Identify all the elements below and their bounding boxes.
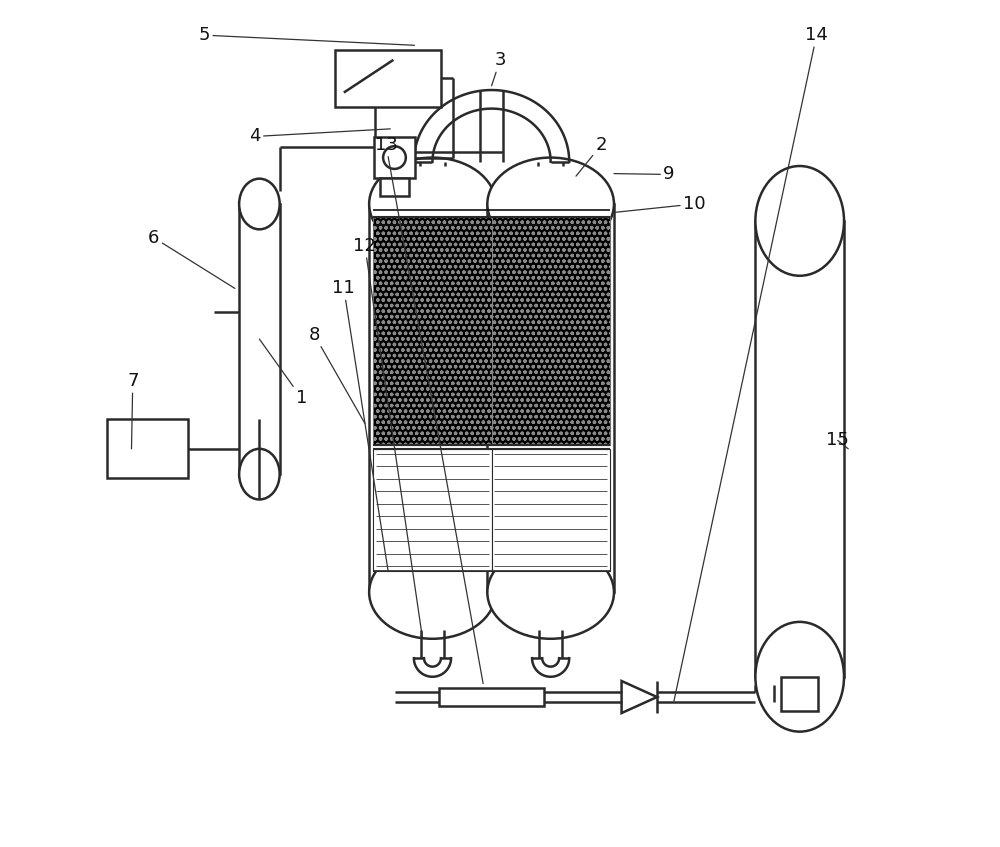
Text: 11: 11 xyxy=(332,280,388,571)
Bar xyxy=(373,217,492,445)
Text: 5: 5 xyxy=(199,26,415,45)
Bar xyxy=(107,419,188,479)
Ellipse shape xyxy=(383,147,406,169)
Bar xyxy=(781,677,818,711)
Text: 13: 13 xyxy=(375,136,483,684)
Text: 4: 4 xyxy=(249,127,390,146)
Text: 1: 1 xyxy=(259,339,307,407)
Text: 8: 8 xyxy=(309,326,365,424)
Text: 6: 6 xyxy=(148,229,235,289)
Bar xyxy=(374,137,415,178)
Bar xyxy=(239,204,280,474)
Text: 2: 2 xyxy=(576,136,607,176)
Text: 9: 9 xyxy=(614,165,675,184)
Ellipse shape xyxy=(369,158,496,251)
Ellipse shape xyxy=(755,622,844,732)
Ellipse shape xyxy=(487,546,614,639)
Bar xyxy=(373,449,492,571)
Bar xyxy=(492,217,610,445)
Ellipse shape xyxy=(369,546,496,639)
Bar xyxy=(335,49,441,107)
Bar xyxy=(492,449,610,571)
Text: 3: 3 xyxy=(492,52,506,86)
Bar xyxy=(380,178,409,197)
Text: 15: 15 xyxy=(826,431,849,450)
Bar xyxy=(439,688,544,706)
Bar xyxy=(492,217,610,445)
Ellipse shape xyxy=(755,166,844,276)
Ellipse shape xyxy=(487,158,614,251)
Bar xyxy=(755,221,844,677)
Text: 7: 7 xyxy=(127,373,139,449)
Ellipse shape xyxy=(239,179,280,230)
Text: 10: 10 xyxy=(614,195,705,213)
Ellipse shape xyxy=(239,449,280,500)
Bar xyxy=(487,204,614,592)
Bar xyxy=(369,204,496,592)
Text: 14: 14 xyxy=(674,26,828,701)
Bar xyxy=(373,217,492,445)
Text: 12: 12 xyxy=(353,237,422,637)
